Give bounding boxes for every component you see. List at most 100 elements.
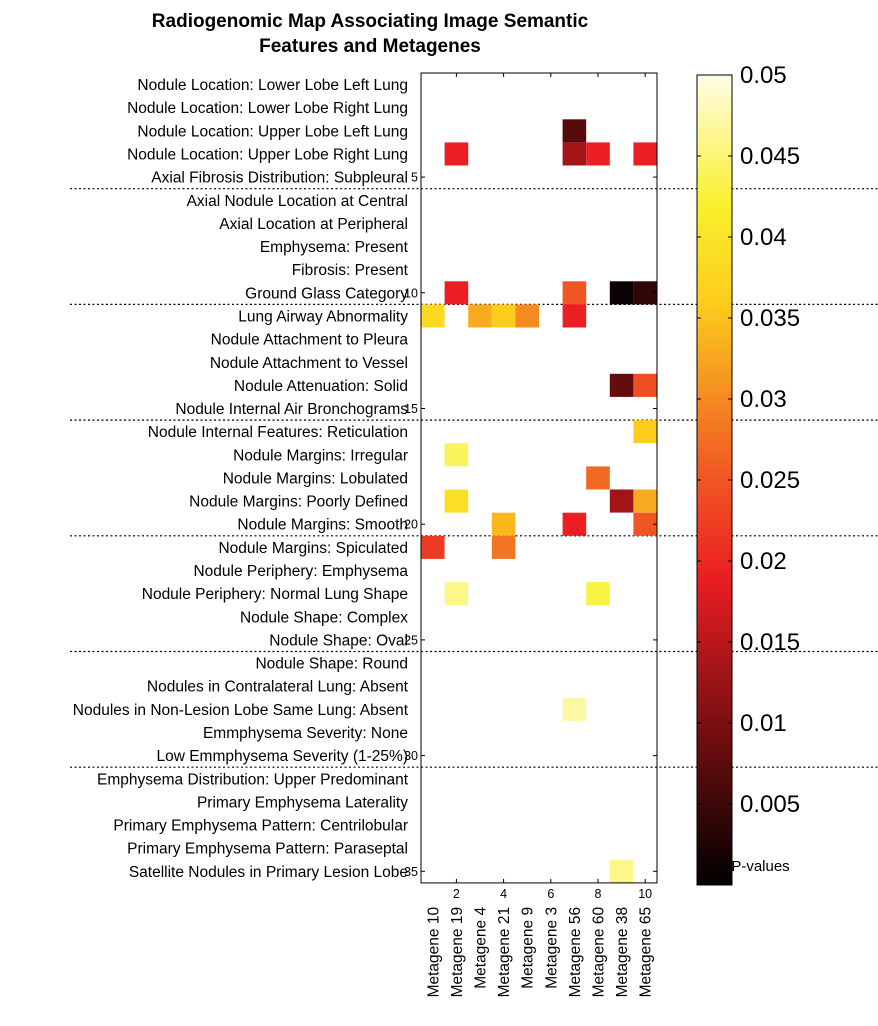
heatmap-cell	[562, 512, 587, 536]
column-label: Metagene 56	[567, 907, 584, 998]
column-label: Metagene 19	[449, 907, 466, 998]
column-label: Metagene 3	[543, 907, 560, 989]
heatmap-cell	[491, 535, 516, 559]
row-label: Nodule Internal Features: Reticulation	[148, 424, 408, 441]
row-label: Nodule Periphery: Normal Lung Shape	[142, 586, 408, 603]
heatmap-cell	[633, 142, 657, 166]
row-label: Nodule Margins: Irregular	[233, 447, 408, 464]
row-label: Low Emmphysema Severity (1-25%)	[156, 748, 408, 765]
heatmap-cell	[562, 697, 587, 721]
heatmap-cell	[586, 466, 610, 490]
heatmap-frame	[420, 72, 658, 884]
row-label: Emmphysema Severity: None	[203, 725, 408, 742]
row-label: Nodules in Contralateral Lung: Absent	[147, 679, 409, 696]
heatmap-cell	[586, 142, 610, 166]
colorbar-tick-label: 0.02	[740, 548, 787, 575]
heatmap-cell	[633, 420, 657, 444]
heatmap-cell	[444, 142, 469, 166]
heatmap-cell	[468, 304, 492, 328]
row-label: Nodule Location: Lower Lobe Left Lung	[137, 77, 408, 94]
heatmap-cell	[562, 119, 587, 143]
heatmap-cell	[444, 582, 469, 606]
row-label: Emphysema: Present	[260, 239, 409, 256]
heatmap-cell	[609, 489, 634, 513]
heatmap-cell	[444, 443, 469, 467]
colorbar-tick-label: 0.015	[740, 629, 800, 656]
column-label: Metagene 4	[473, 907, 490, 989]
row-label: Nodule Margins: Lobulated	[223, 470, 408, 487]
row-label: Axial Fibrosis Distribution: Subpleural	[151, 170, 408, 187]
heatmap-cell	[633, 373, 657, 397]
heatmap-cell	[562, 142, 587, 166]
row-label: Nodule Shape: Round	[255, 656, 408, 673]
heatmap-cell	[633, 281, 657, 305]
heatmap-cell	[633, 512, 657, 536]
colorbar-tick-label: 0.01	[740, 710, 787, 737]
y-tick-label: 30	[404, 749, 418, 763]
row-label: Nodule Attachment to Vessel	[210, 355, 408, 372]
colorbar-tick-label: 0.03	[740, 386, 787, 413]
heatmap-cell	[491, 304, 516, 328]
x-tick-label: 2	[453, 887, 460, 901]
y-tick-label: 10	[404, 286, 418, 300]
heatmap-cell	[562, 281, 587, 305]
x-tick-label: 10	[638, 887, 652, 901]
column-label: Metagene 10	[425, 907, 442, 998]
x-tick-label: 8	[595, 887, 602, 901]
colorbar-tick-label: 0.025	[740, 467, 800, 494]
y-tick-label: 15	[404, 402, 418, 416]
heatmap-cell	[562, 304, 587, 328]
heatmap-cell	[586, 582, 610, 606]
row-label: Nodule Location: Upper Lobe Left Lung	[137, 123, 408, 140]
row-label: Axial Nodule Location at Central	[187, 193, 408, 210]
row-label: Primary Emphysema Laterality	[197, 794, 408, 811]
colorbar-tick-label: 0.045	[740, 143, 800, 170]
column-label: Metagene 60	[591, 907, 608, 998]
row-label: Nodule Attachment to Pleura	[211, 332, 409, 349]
row-label: Nodule Shape: Complex	[240, 609, 408, 626]
y-tick-label: 5	[411, 171, 418, 185]
row-label: Nodule Attenuation: Solid	[234, 378, 408, 395]
heatmap-cell	[444, 489, 469, 513]
colorbar-tick-label: 0.04	[740, 224, 787, 251]
y-axis-ticks: 5 10 15 20 25 30 35	[404, 171, 657, 879]
row-label: Nodule Margins: Smooth	[237, 517, 408, 534]
x-tick-label: 6	[547, 887, 554, 901]
column-label: Metagene 38	[614, 907, 631, 998]
row-label: Nodules in Non-Lesion Lobe Same Lung: Ab…	[73, 702, 409, 719]
row-label: Primary Emphysema Pattern: Centrilobular	[113, 818, 408, 835]
colorbar-label: P-values	[731, 858, 789, 875]
row-label: Nodule Margins: Spiculated	[218, 540, 408, 557]
heatmap-cell	[421, 535, 445, 559]
row-label: Satellite Nodules in Primary Lesion Lobe	[129, 864, 408, 881]
row-label: Emphysema Distribution: Upper Predominan…	[97, 771, 409, 788]
colorbar-tick-label: 0.05	[740, 62, 787, 89]
row-label: Primary Emphysema Pattern: Paraseptal	[127, 841, 408, 858]
colorbar	[696, 74, 733, 886]
colorbar-ticks: 0.05 0.045 0.04 0.035 0.03 0.025 0.02 0.015 0.01…	[697, 62, 800, 818]
heatmap-cell	[515, 304, 539, 328]
heatmap-cell	[491, 512, 516, 536]
y-tick-label: 35	[404, 865, 418, 879]
row-label: Nodule Location: Lower Lobe Right Lung	[127, 100, 408, 117]
row-label: Nodule Periphery: Emphysema	[193, 563, 408, 580]
column-label: Metagene 9	[520, 907, 537, 989]
heatmap-cell	[609, 373, 634, 397]
colorbar-tick-label: 0.035	[740, 305, 800, 332]
row-label: Nodule Internal Air Bronchograms	[175, 401, 408, 418]
x-axis-ticks: 2 4 6 8 10	[453, 73, 652, 901]
x-tick-label: 4	[500, 887, 507, 901]
chart-title-line-2: Features and Metagenes	[259, 36, 481, 57]
chart-title-line-1: Radiogenomic Map Associating Image Seman…	[152, 11, 589, 32]
row-labels: Nodule Location: Lower Lobe Left Lung Nod…	[73, 77, 409, 881]
row-label: Nodule Shape: Oval	[269, 632, 408, 649]
heatmap-cell	[444, 281, 469, 305]
column-label: Metagene 21	[496, 907, 513, 998]
row-label: Lung Airway Abnormality	[238, 309, 408, 326]
row-label: Nodule Margins: Poorly Defined	[189, 494, 408, 511]
column-labels: Metagene 10 Metagene 19 Metagene 4 Metagene…	[425, 907, 654, 998]
row-label: Fibrosis: Present	[292, 262, 409, 279]
row-label: Axial Location at Peripheral	[219, 216, 408, 233]
row-label: Nodule Location: Upper Lobe Right Lung	[127, 147, 408, 164]
